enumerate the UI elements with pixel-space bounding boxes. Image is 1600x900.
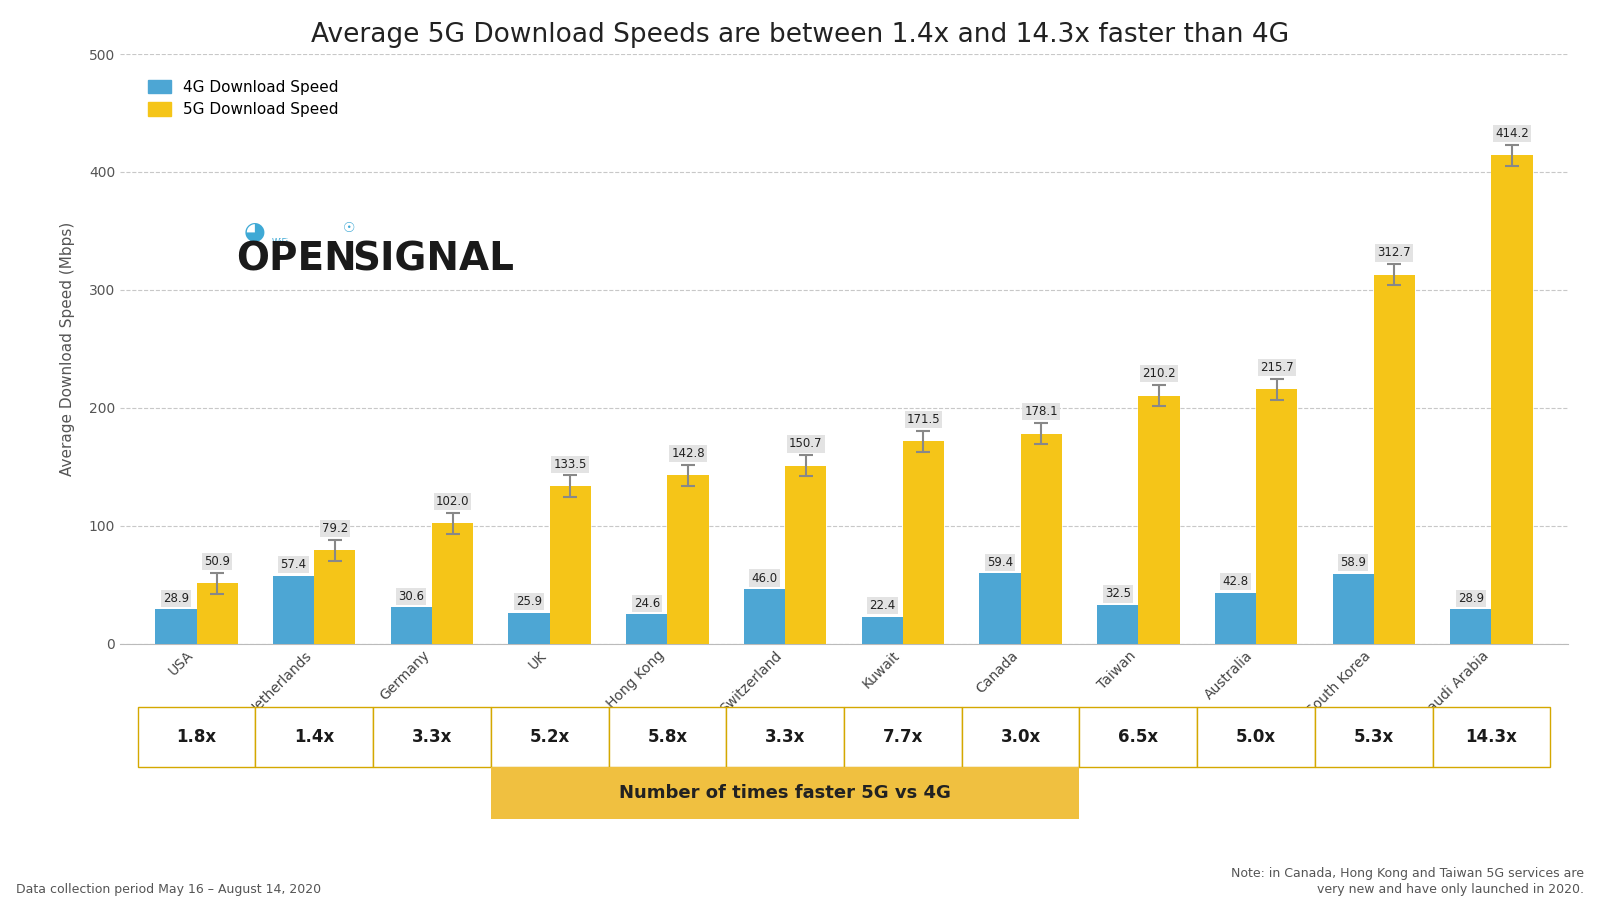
Bar — [1491, 155, 1533, 643]
Bar — [1138, 396, 1179, 644]
Text: Average 5G Download Speeds are between 1.4x and 14.3x faster than 4G: Average 5G Download Speeds are between 1… — [310, 22, 1290, 49]
Text: 28.9: 28.9 — [163, 591, 189, 605]
Text: 57.4: 57.4 — [280, 558, 307, 572]
Bar — [509, 613, 550, 644]
Text: 133.5: 133.5 — [554, 458, 587, 471]
Bar — [550, 486, 590, 644]
Text: 102.0: 102.0 — [435, 495, 469, 508]
Bar — [744, 590, 786, 644]
Bar — [862, 617, 902, 644]
Text: Number of times faster 5G vs 4G: Number of times faster 5G vs 4G — [619, 784, 950, 802]
Text: 7.7x: 7.7x — [883, 727, 923, 745]
Text: 414.2: 414.2 — [1496, 127, 1530, 140]
Text: 5.8x: 5.8x — [648, 727, 688, 745]
Text: 178.1: 178.1 — [1024, 405, 1058, 418]
Text: ☉: ☉ — [342, 220, 355, 235]
Text: 50.9: 50.9 — [205, 555, 230, 568]
Text: 24.6: 24.6 — [634, 597, 659, 610]
Text: 3.0x: 3.0x — [1000, 727, 1040, 745]
Text: 30.6: 30.6 — [398, 590, 424, 603]
Bar — [1374, 274, 1414, 644]
Bar — [626, 615, 667, 644]
Text: 6.5x: 6.5x — [1118, 727, 1158, 745]
Bar — [155, 609, 197, 644]
Text: 25.9: 25.9 — [517, 595, 542, 608]
Text: Data collection period May 16 – August 14, 2020: Data collection period May 16 – August 1… — [16, 883, 322, 896]
Text: Note: in Canada, Hong Kong and Taiwan 5G services are
very new and have only lau: Note: in Canada, Hong Kong and Taiwan 5G… — [1230, 868, 1584, 896]
Text: 150.7: 150.7 — [789, 437, 822, 451]
Text: 3.3x: 3.3x — [411, 727, 453, 745]
Bar — [902, 441, 944, 644]
Bar — [390, 608, 432, 643]
Bar — [1256, 389, 1298, 644]
Text: 5.3x: 5.3x — [1354, 727, 1394, 745]
Text: 142.8: 142.8 — [672, 446, 706, 460]
Text: 14.3x: 14.3x — [1466, 727, 1517, 745]
Text: 58.9: 58.9 — [1341, 556, 1366, 570]
Legend: 4G Download Speed, 5G Download Speed: 4G Download Speed, 5G Download Speed — [142, 74, 346, 123]
Y-axis label: Average Download Speed (Mbps): Average Download Speed (Mbps) — [59, 221, 75, 476]
Bar — [1214, 593, 1256, 644]
Bar — [979, 573, 1021, 643]
Text: 22.4: 22.4 — [869, 599, 896, 612]
Bar — [274, 576, 314, 644]
Text: 312.7: 312.7 — [1378, 247, 1411, 259]
Bar — [1333, 574, 1374, 644]
Bar — [786, 466, 826, 644]
Bar — [1098, 605, 1138, 644]
Text: 3.3x: 3.3x — [765, 727, 805, 745]
Text: 79.2: 79.2 — [322, 522, 347, 535]
Text: 42.8: 42.8 — [1222, 575, 1248, 589]
Bar — [432, 523, 474, 644]
Text: 1.8x: 1.8x — [176, 727, 216, 745]
Text: OPEN: OPEN — [235, 240, 357, 278]
Text: 215.7: 215.7 — [1259, 361, 1293, 374]
Text: 210.2: 210.2 — [1142, 367, 1176, 381]
Text: ◕: ◕ — [243, 220, 266, 244]
Text: 5.0x: 5.0x — [1235, 727, 1277, 745]
Bar — [667, 475, 709, 644]
Text: 1.4x: 1.4x — [294, 727, 334, 745]
Bar — [1021, 434, 1062, 644]
Text: SIGNAL: SIGNAL — [352, 240, 515, 278]
Text: 46.0: 46.0 — [752, 572, 778, 585]
Text: 5.2x: 5.2x — [530, 727, 570, 745]
Text: 171.5: 171.5 — [907, 413, 941, 426]
Bar — [1450, 609, 1491, 644]
Text: 32.5: 32.5 — [1104, 588, 1131, 600]
Text: 59.4: 59.4 — [987, 556, 1013, 569]
Bar — [314, 550, 355, 644]
Bar — [197, 583, 238, 644]
Text: WiFi: WiFi — [272, 238, 290, 248]
Text: 28.9: 28.9 — [1458, 591, 1483, 605]
